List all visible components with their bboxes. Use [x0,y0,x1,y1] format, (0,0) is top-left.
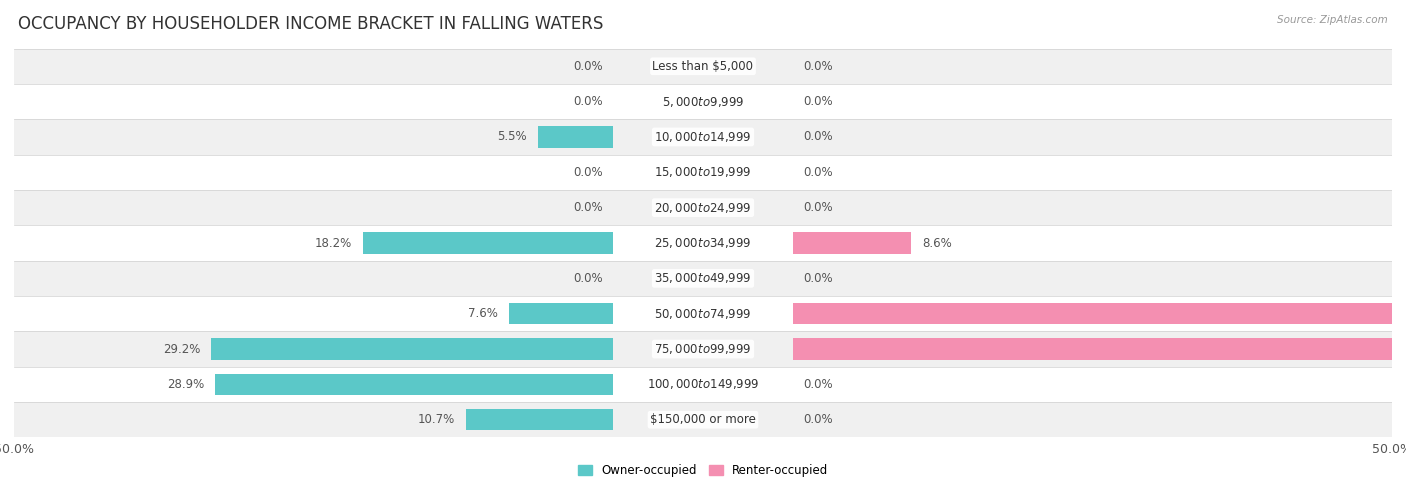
Text: 0.0%: 0.0% [804,166,834,179]
Legend: Owner-occupied, Renter-occupied: Owner-occupied, Renter-occupied [572,460,834,482]
Bar [14,119,1392,155]
Text: $5,000 to $9,999: $5,000 to $9,999 [662,95,744,108]
Text: $100,000 to $149,999: $100,000 to $149,999 [647,378,759,391]
Bar [14,260,1392,296]
Text: 0.0%: 0.0% [572,272,602,285]
Text: $25,000 to $34,999: $25,000 to $34,999 [654,236,752,250]
Text: 7.6%: 7.6% [468,307,498,320]
Text: Less than $5,000: Less than $5,000 [652,60,754,73]
Bar [14,49,1392,84]
Bar [537,126,613,148]
Text: 0.0%: 0.0% [804,272,834,285]
Text: 29.2%: 29.2% [163,343,200,356]
Text: 0.0%: 0.0% [804,95,834,108]
Text: 5.5%: 5.5% [496,130,527,143]
Text: $150,000 or more: $150,000 or more [650,413,756,426]
Text: 0.0%: 0.0% [572,60,602,73]
Bar [465,409,613,430]
Bar [211,338,613,360]
Text: 0.0%: 0.0% [804,60,834,73]
Text: Source: ZipAtlas.com: Source: ZipAtlas.com [1277,15,1388,25]
Bar [215,374,613,395]
Bar [14,226,1392,260]
Text: $20,000 to $24,999: $20,000 to $24,999 [654,201,752,215]
Text: 0.0%: 0.0% [804,130,834,143]
Text: 10.7%: 10.7% [418,413,456,426]
Text: 18.2%: 18.2% [315,237,352,249]
Bar [14,367,1392,402]
Bar [363,232,613,254]
Text: $15,000 to $19,999: $15,000 to $19,999 [654,165,752,179]
Text: $75,000 to $99,999: $75,000 to $99,999 [654,342,752,356]
Bar [14,84,1392,119]
Text: 0.0%: 0.0% [572,201,602,214]
Bar [14,190,1392,226]
Bar [14,296,1392,331]
Text: $35,000 to $49,999: $35,000 to $49,999 [654,271,752,285]
Text: 8.6%: 8.6% [922,237,952,249]
Bar [14,155,1392,190]
Text: $10,000 to $14,999: $10,000 to $14,999 [654,130,752,144]
Text: 0.0%: 0.0% [804,378,834,391]
Bar [14,402,1392,437]
Text: 0.0%: 0.0% [804,413,834,426]
Text: 0.0%: 0.0% [572,166,602,179]
Bar [793,338,1406,360]
Text: 28.9%: 28.9% [167,378,204,391]
Bar [14,331,1392,367]
Text: 0.0%: 0.0% [804,201,834,214]
Text: $50,000 to $74,999: $50,000 to $74,999 [654,307,752,321]
Bar [793,232,911,254]
Bar [793,303,1406,324]
Bar [509,303,613,324]
Text: OCCUPANCY BY HOUSEHOLDER INCOME BRACKET IN FALLING WATERS: OCCUPANCY BY HOUSEHOLDER INCOME BRACKET … [18,15,603,33]
Text: 0.0%: 0.0% [572,95,602,108]
